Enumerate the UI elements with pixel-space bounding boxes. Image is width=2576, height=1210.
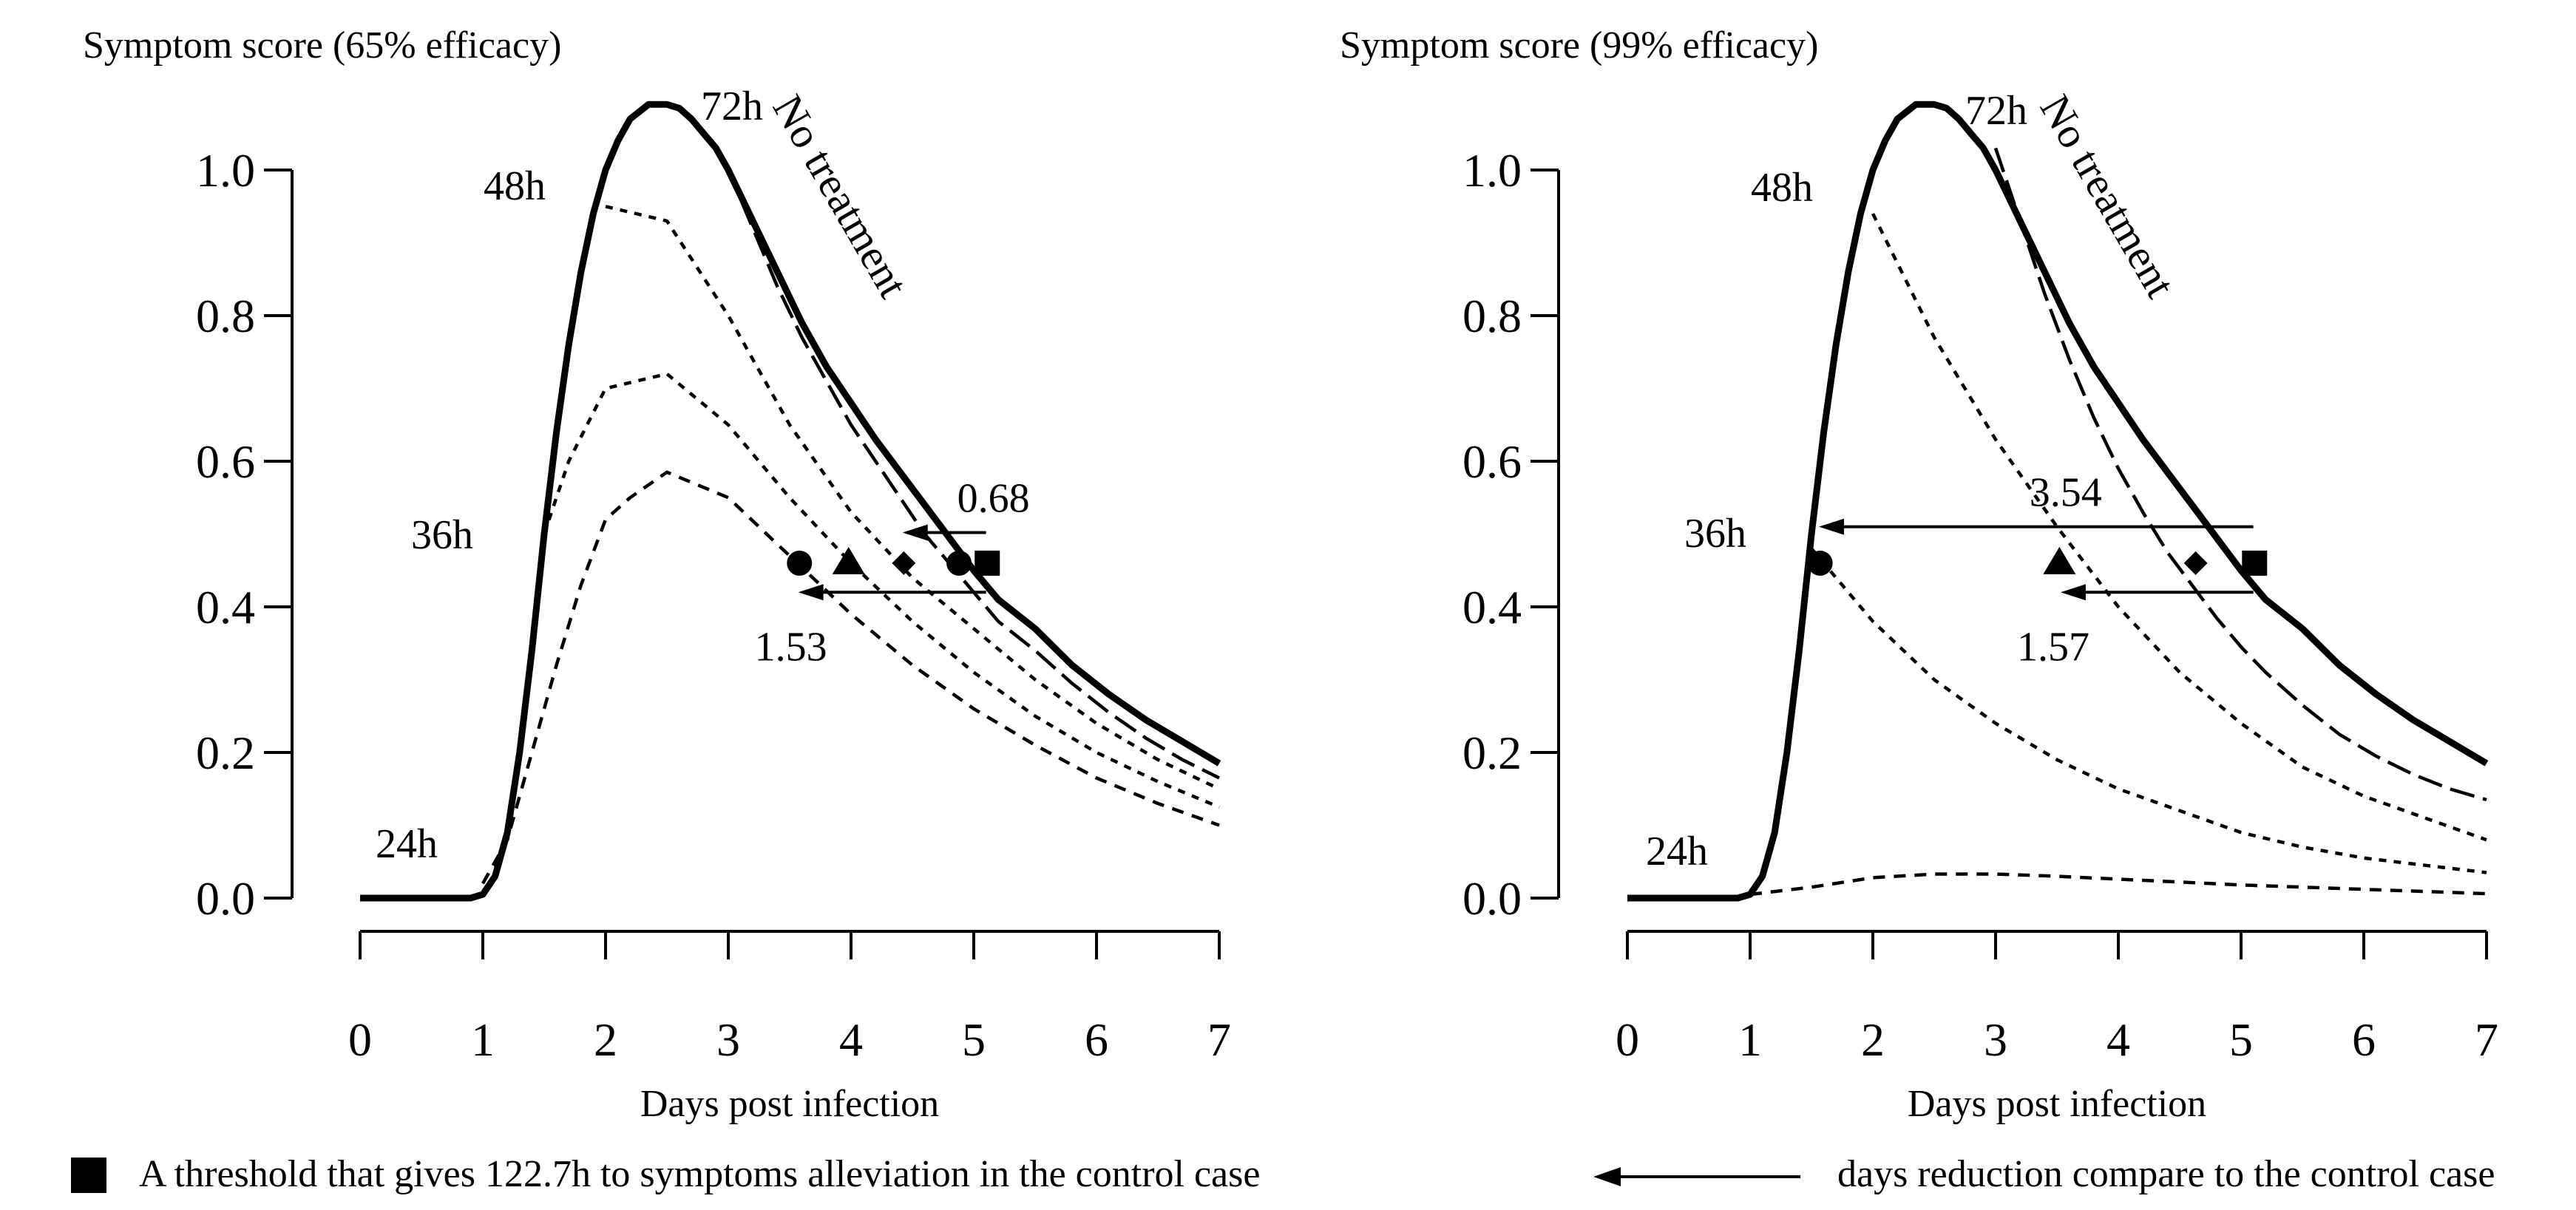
start-time-label-48h: 48h — [484, 163, 546, 209]
series-line-treatment-started-at-24h — [1749, 872, 2487, 897]
y-tick-label: 0.8 — [196, 290, 255, 342]
legend: A threshold that gives 122.7h to symptom… — [71, 1153, 2495, 1195]
x-tick-label: 1 — [471, 1013, 495, 1066]
y-tick-label: 0.6 — [196, 435, 255, 488]
circle-marker — [946, 550, 972, 576]
x-axis-label: Days post infection — [640, 1083, 939, 1125]
x-tick-label: 4 — [839, 1013, 863, 1066]
x-tick-label: 7 — [1207, 1013, 1231, 1066]
x-tick-label: 0 — [1616, 1013, 1639, 1066]
series-line-treatment-started-at-48h — [1871, 213, 2487, 842]
reduction-arrow-head — [798, 584, 824, 601]
x-axis-label: Days post infection — [1908, 1083, 2206, 1125]
series-line-treatment-started-at-72h — [1993, 147, 2487, 802]
start-time-label-72h: 72h — [701, 84, 763, 129]
x-tick-label: 4 — [2106, 1013, 2130, 1066]
x-tick-label: 6 — [2352, 1013, 2376, 1066]
y-tick-label: 0.2 — [196, 727, 255, 779]
reduction-arrow-head — [2060, 584, 2086, 601]
square-marker — [2242, 550, 2268, 576]
start-time-label-72h: 72h — [1965, 88, 2027, 134]
start-time-label-24h: 24h — [376, 821, 438, 867]
series-line-treatment-started-at-72h — [726, 169, 1220, 780]
x-tick-label: 5 — [962, 1013, 986, 1066]
x-tick-label: 1 — [1738, 1013, 1762, 1066]
chart-title: Symptom score (65% efficacy) — [83, 24, 561, 67]
x-tick-label: 3 — [1984, 1013, 2007, 1066]
start-time-label-36h: 36h — [411, 512, 473, 558]
y-tick-label: 0.4 — [1462, 581, 1522, 633]
diamond-marker — [2183, 551, 2208, 575]
x-tick-label: 6 — [1085, 1013, 1108, 1066]
legend-arrow-head — [1593, 1167, 1621, 1186]
no-treatment-label: No treatment — [2031, 86, 2185, 305]
chart-panel-65: Symptom score (65% efficacy) 0.0 0.2 0.4 0.6… — [83, 24, 1231, 1125]
reduction-label: 1.53 — [755, 624, 827, 670]
x-tick-label: 7 — [2475, 1013, 2498, 1066]
reduction-label: 0.68 — [957, 476, 1030, 522]
circle-marker — [1807, 550, 1833, 576]
y-tick-label: 0.8 — [1462, 290, 1522, 342]
x-tick-label: 2 — [1861, 1013, 1885, 1066]
series-line-treatment-started-at-24h — [481, 470, 1220, 885]
chart-title: Symptom score (99% efficacy) — [1340, 24, 1818, 67]
legend-arrow-text: days reduction compare to the control ca… — [1837, 1153, 2495, 1195]
y-tick-label: 1.0 — [196, 144, 255, 197]
x-tick-label: 2 — [594, 1013, 617, 1066]
y-tick-label: 0.4 — [196, 581, 255, 633]
series-line-treatment-started-at-36h — [1810, 547, 2487, 874]
y-tick-label: 1.0 — [1462, 144, 1522, 197]
legend-square-marker — [71, 1158, 106, 1193]
y-tick-label: 0.2 — [1462, 727, 1522, 779]
reduction-arrow-head — [902, 524, 928, 541]
triangle-marker — [2043, 546, 2076, 574]
start-time-label-24h: 24h — [1646, 829, 1708, 874]
triangle-marker — [832, 546, 865, 574]
series-line-no-treatment — [1627, 101, 2489, 902]
chart-panel-99: Symptom score (99% efficacy) 0.0 0.2 0.4 0.6… — [1340, 24, 2498, 1125]
start-time-label-36h: 36h — [1684, 511, 1746, 557]
square-marker — [975, 550, 1000, 576]
y-tick-label: 0.6 — [1462, 435, 1522, 488]
y-tick-label: 0.0 — [196, 872, 255, 925]
no-treatment-label: No treatment — [764, 86, 918, 305]
x-tick-label: 5 — [2229, 1013, 2253, 1066]
diamond-marker — [892, 551, 916, 575]
circle-marker — [787, 550, 813, 576]
x-tick-label: 3 — [716, 1013, 740, 1066]
reduction-label: 3.54 — [2030, 470, 2102, 516]
reduction-arrow-head — [1818, 518, 1844, 535]
series-line-no-treatment — [360, 101, 1221, 902]
y-tick-label: 0.0 — [1462, 872, 1522, 925]
x-tick-label: 0 — [348, 1013, 372, 1066]
series-line-treatment-started-at-48h — [605, 205, 1220, 791]
series-line-treatment-started-at-36h — [542, 372, 1220, 809]
start-time-label-48h: 48h — [1751, 165, 1813, 211]
reduction-label: 1.57 — [2017, 624, 2089, 670]
legend-square-text: A threshold that gives 122.7h to symptom… — [139, 1153, 1260, 1195]
